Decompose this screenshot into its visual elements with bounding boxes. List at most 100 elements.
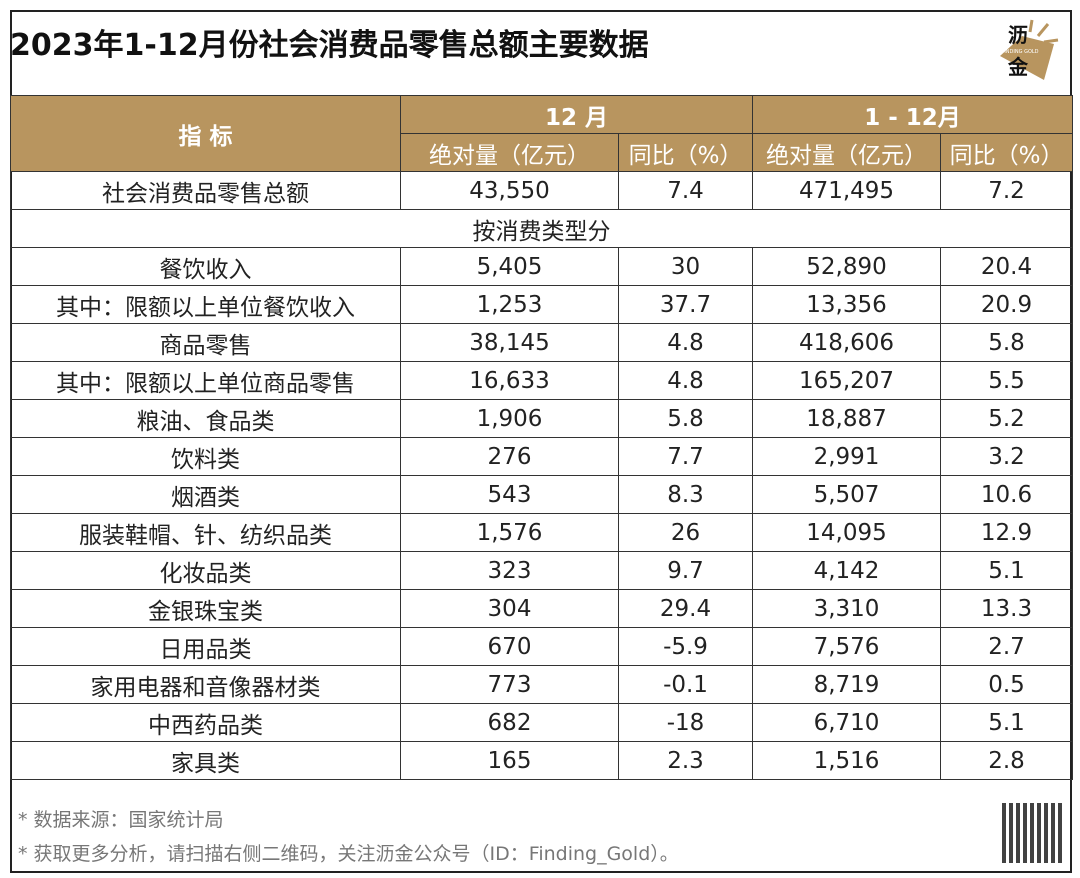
page-title: 2023年1-12月份社会消费品零售总额主要数据 [10, 28, 649, 63]
cell: 773 [400, 665, 619, 704]
table-row: 化妆品类 323 9.7 4,142 5.1 [10, 551, 1074, 590]
cell: 4,142 [752, 551, 942, 590]
table-row: 粮油、食品类 1,906 5.8 18,887 5.2 [10, 399, 1074, 438]
cell: 543 [400, 475, 619, 514]
cell: 0.5 [940, 665, 1074, 704]
row-label: 粮油、食品类 [10, 399, 401, 438]
row-label: 家具类 [10, 741, 401, 780]
table-row: 商品零售 38,145 4.8 418,606 5.8 [10, 323, 1074, 362]
cell: 5.1 [940, 551, 1074, 590]
cell: 5.8 [940, 323, 1074, 362]
retail-sales-table: 指 标 12 月 1 - 12月 绝对量（亿元） 同比（%） 绝对量（亿元） 同… [9, 95, 1074, 780]
cell: 3.2 [940, 437, 1074, 476]
header-indicator: 指 标 [10, 95, 401, 172]
finding-gold-logo: 沥 金 FINDING GOLD [1000, 19, 1059, 80]
table-row: 日用品类 670 -5.9 7,576 2.7 [10, 627, 1074, 666]
header-abs: 绝对量（亿元） [752, 133, 942, 172]
cell: 1,906 [400, 399, 619, 438]
cell: 5,507 [752, 475, 942, 514]
cell: 10.6 [940, 475, 1074, 514]
cell: 4.8 [617, 361, 754, 400]
cell: 9.7 [617, 551, 754, 590]
row-label: 其中：限额以上单位餐饮收入 [10, 285, 401, 324]
cell: 3,310 [752, 589, 942, 628]
header-yoy: 同比（%） [940, 133, 1074, 172]
cell: 18,887 [752, 399, 942, 438]
table-row: 其中：限额以上单位餐饮收入 1,253 37.7 13,356 20.9 [10, 285, 1074, 324]
row-label: 服装鞋帽、针、纺织品类 [10, 513, 401, 552]
cell: 52,890 [752, 247, 942, 286]
svg-text:沥: 沥 [1008, 23, 1028, 47]
cell: 1,576 [400, 513, 619, 552]
cell: 13.3 [940, 589, 1074, 628]
row-label: 其中：限额以上单位商品零售 [10, 361, 401, 400]
table-row: 饮料类 276 7.7 2,991 3.2 [10, 437, 1074, 476]
cell: 8,719 [752, 665, 942, 704]
cell: 165 [400, 741, 619, 780]
cell: 5.8 [617, 399, 754, 438]
table-row: 家用电器和音像器材类 773 -0.1 8,719 0.5 [10, 665, 1074, 704]
cell: 26 [617, 513, 754, 552]
cell: 30 [617, 247, 754, 286]
table-row: 家具类 165 2.3 1,516 2.8 [10, 741, 1074, 780]
cell: 1,253 [400, 285, 619, 324]
svg-text:金: 金 [1007, 55, 1029, 79]
cell: 471,495 [752, 171, 942, 210]
cell: 20.4 [940, 247, 1074, 286]
row-label: 社会消费品零售总额 [10, 171, 401, 210]
table-row: 烟酒类 543 8.3 5,507 10.6 [10, 475, 1074, 514]
row-label: 烟酒类 [10, 475, 401, 514]
follow-note: * 获取更多分析，请扫描右侧二维码，关注沥金公众号（ID：Finding_Gol… [18, 843, 679, 865]
cell: 5.5 [940, 361, 1074, 400]
table-row-total: 社会消费品零售总额 43,550 7.4 471,495 7.2 [10, 171, 1074, 210]
table-row: 其中：限额以上单位商品零售 16,633 4.8 165,207 5.5 [10, 361, 1074, 400]
row-label: 商品零售 [10, 323, 401, 362]
qr-code-icon[interactable] [1002, 803, 1062, 863]
table-row: 餐饮收入 5,405 30 52,890 20.4 [10, 247, 1074, 286]
cell: 16,633 [400, 361, 619, 400]
cell: -5.9 [617, 627, 754, 666]
cell: 4.8 [617, 323, 754, 362]
cell: 20.9 [940, 285, 1074, 324]
cell: 682 [400, 703, 619, 742]
cell: 2,991 [752, 437, 942, 476]
cell: 13,356 [752, 285, 942, 324]
source-note: * 数据来源：国家统计局 [18, 809, 224, 831]
cell: 7.7 [617, 437, 754, 476]
section-heading: 按消费类型分 [9, 209, 1074, 248]
cell: 418,606 [752, 323, 942, 362]
cell: 2.3 [617, 741, 754, 780]
cell: 7.4 [617, 171, 754, 210]
header-yoy: 同比（%） [617, 133, 754, 172]
cell: 14,095 [752, 513, 942, 552]
cell: 7.2 [940, 171, 1074, 210]
cell: 6,710 [752, 703, 942, 742]
cell: 670 [400, 627, 619, 666]
cell: 29.4 [617, 589, 754, 628]
cell: 304 [400, 589, 619, 628]
row-label: 餐饮收入 [10, 247, 401, 286]
header-abs: 绝对量（亿元） [400, 133, 619, 172]
cell: 43,550 [400, 171, 619, 210]
cell: 2.7 [940, 627, 1074, 666]
table-row: 服装鞋帽、针、纺织品类 1,576 26 14,095 12.9 [10, 513, 1074, 552]
table-row: 中西药品类 682 -18 6,710 5.1 [10, 703, 1074, 742]
cell: 5.1 [940, 703, 1074, 742]
header-period-jan-dec: 1 - 12月 [752, 95, 1074, 134]
cell: -18 [617, 703, 754, 742]
cell: 5,405 [400, 247, 619, 286]
cell: 37.7 [617, 285, 754, 324]
row-label: 饮料类 [10, 437, 401, 476]
cell: 323 [400, 551, 619, 590]
cell: 8.3 [617, 475, 754, 514]
row-label: 中西药品类 [10, 703, 401, 742]
row-label: 化妆品类 [10, 551, 401, 590]
header-period-december: 12 月 [399, 95, 754, 134]
cell: 5.2 [940, 399, 1074, 438]
cell: -0.1 [617, 665, 754, 704]
cell: 1,516 [752, 741, 942, 780]
cell: 276 [400, 437, 619, 476]
cell: 38,145 [400, 323, 619, 362]
cell: 7,576 [752, 627, 942, 666]
table-row: 金银珠宝类 304 29.4 3,310 13.3 [10, 589, 1074, 628]
